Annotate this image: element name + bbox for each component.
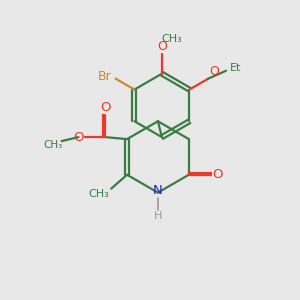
Text: O: O [212, 168, 223, 181]
Text: CH₃: CH₃ [161, 34, 182, 44]
Text: O: O [209, 65, 219, 78]
Text: Br: Br [98, 70, 112, 83]
Text: O: O [73, 130, 84, 144]
Text: CH₃: CH₃ [88, 189, 109, 199]
Text: O: O [157, 40, 167, 53]
Text: CH₃: CH₃ [43, 140, 62, 150]
Text: O: O [100, 101, 110, 114]
Text: H: H [154, 212, 162, 221]
Text: Et: Et [230, 63, 242, 73]
Text: N: N [153, 184, 163, 197]
